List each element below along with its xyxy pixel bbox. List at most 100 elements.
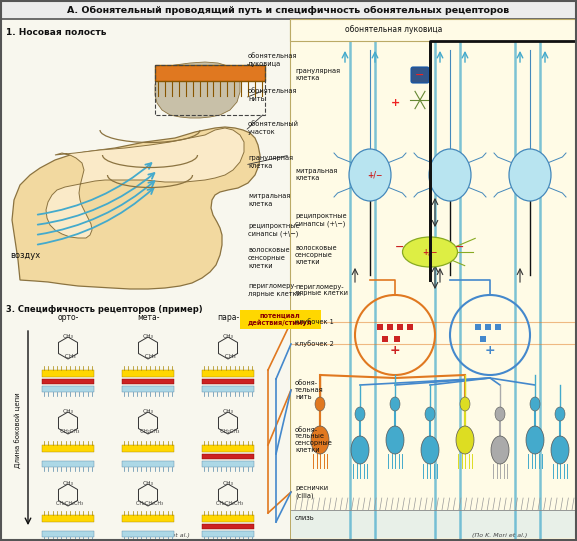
- Text: обоня-
тельная
нить: обоня- тельная нить: [295, 380, 324, 400]
- Text: CH₃: CH₃: [220, 354, 235, 359]
- Text: CH₂CH₃: CH₂CH₃: [217, 429, 239, 434]
- FancyBboxPatch shape: [475, 324, 481, 330]
- Text: реципроктные
синапсы (+\−): реципроктные синапсы (+\−): [248, 223, 299, 237]
- FancyBboxPatch shape: [480, 336, 486, 342]
- FancyBboxPatch shape: [122, 379, 174, 384]
- Text: CH₃: CH₃: [223, 481, 234, 486]
- Ellipse shape: [421, 436, 439, 464]
- Text: (По K. Mori et al.): (По K. Mori et al.): [473, 532, 528, 538]
- FancyBboxPatch shape: [122, 386, 174, 392]
- Text: реципроктные
синапсы (+\−): реципроктные синапсы (+\−): [295, 213, 347, 227]
- Text: мета-: мета-: [137, 313, 159, 322]
- Text: орто-: орто-: [57, 313, 78, 322]
- Text: воздух: воздух: [10, 250, 40, 260]
- Ellipse shape: [403, 237, 458, 267]
- Text: обоня-
тельные
сенсорные
клетки: обоня- тельные сенсорные клетки: [295, 426, 333, 453]
- FancyBboxPatch shape: [42, 461, 94, 467]
- FancyBboxPatch shape: [1, 19, 290, 299]
- FancyBboxPatch shape: [42, 386, 94, 392]
- Text: CH₂CH₃: CH₂CH₃: [137, 429, 159, 434]
- FancyBboxPatch shape: [202, 445, 254, 452]
- FancyBboxPatch shape: [42, 379, 94, 384]
- Text: +: +: [391, 98, 400, 108]
- Text: перигломеру-
лярные клетки: перигломеру- лярные клетки: [295, 283, 348, 296]
- Text: −: −: [455, 242, 464, 252]
- Text: обонятельная луковица: обонятельная луковица: [345, 25, 443, 35]
- Ellipse shape: [456, 426, 474, 454]
- Ellipse shape: [555, 407, 565, 421]
- FancyBboxPatch shape: [202, 379, 254, 384]
- Text: обонятельная
луковица: обонятельная луковица: [248, 53, 298, 67]
- Text: CH₃: CH₃: [143, 481, 153, 486]
- FancyBboxPatch shape: [122, 531, 174, 537]
- Ellipse shape: [349, 149, 391, 201]
- Ellipse shape: [509, 149, 551, 201]
- Text: 3. Специфичность рецепторов (пример): 3. Специфичность рецепторов (пример): [6, 305, 203, 314]
- FancyBboxPatch shape: [394, 336, 400, 342]
- Text: CH₂CH₂CH₃: CH₂CH₂CH₃: [213, 501, 243, 506]
- FancyBboxPatch shape: [387, 324, 393, 330]
- Text: А. Обонятельный проводящий путь и специфичность обонятельных рецепторов: А. Обонятельный проводящий путь и специф…: [67, 5, 509, 15]
- FancyBboxPatch shape: [42, 515, 94, 522]
- Ellipse shape: [551, 436, 569, 464]
- Text: CH₃: CH₃: [143, 334, 153, 339]
- Text: гранулярная
клетка: гранулярная клетка: [248, 155, 293, 169]
- Ellipse shape: [390, 397, 400, 411]
- Text: слизь: слизь: [295, 515, 314, 521]
- FancyBboxPatch shape: [42, 445, 94, 452]
- Polygon shape: [46, 128, 244, 238]
- Text: CH₃: CH₃: [62, 334, 73, 339]
- Ellipse shape: [386, 426, 404, 454]
- FancyBboxPatch shape: [407, 324, 413, 330]
- FancyBboxPatch shape: [1, 1, 576, 19]
- Ellipse shape: [429, 149, 471, 201]
- FancyBboxPatch shape: [290, 19, 576, 539]
- Ellipse shape: [495, 407, 505, 421]
- Text: потенциал
действия/стимул: потенциал действия/стимул: [248, 312, 312, 326]
- Text: 1. Носовая полость: 1. Носовая полость: [6, 28, 107, 37]
- Text: +/−: +/−: [368, 170, 383, 180]
- FancyBboxPatch shape: [202, 386, 254, 392]
- Text: обонятельная
нить: обонятельная нить: [248, 88, 298, 102]
- Text: митральная
клетка: митральная клетка: [248, 193, 290, 207]
- FancyBboxPatch shape: [202, 515, 254, 522]
- FancyBboxPatch shape: [291, 510, 575, 538]
- Polygon shape: [155, 62, 240, 118]
- Text: реснички
(cilia): реснички (cilia): [295, 485, 328, 499]
- Text: CH₃: CH₃: [61, 354, 76, 359]
- Ellipse shape: [355, 407, 365, 421]
- Text: CH₃: CH₃: [223, 409, 234, 414]
- Ellipse shape: [526, 426, 544, 454]
- FancyBboxPatch shape: [411, 67, 429, 83]
- Text: −: −: [415, 70, 425, 80]
- FancyBboxPatch shape: [239, 309, 320, 328]
- FancyBboxPatch shape: [290, 19, 576, 41]
- Text: CH₃: CH₃: [143, 409, 153, 414]
- Text: CH₃: CH₃: [62, 481, 73, 486]
- Ellipse shape: [311, 426, 329, 454]
- Text: гранулярная
клетка: гранулярная клетка: [295, 69, 340, 82]
- FancyBboxPatch shape: [202, 461, 254, 467]
- Text: Длина боковой цепи: Длина боковой цепи: [14, 392, 21, 468]
- Text: волосковые
сенсорные
клетки: волосковые сенсорные клетки: [248, 247, 290, 268]
- FancyBboxPatch shape: [122, 370, 174, 377]
- FancyBboxPatch shape: [382, 336, 388, 342]
- Text: 2. Обонятельный проводящий путь: 2. Обонятельный проводящий путь: [295, 28, 481, 37]
- Ellipse shape: [491, 436, 509, 464]
- Text: CH₂CH₂CH₃: CH₂CH₂CH₃: [133, 501, 163, 506]
- Text: обонятельный
участок: обонятельный участок: [248, 121, 299, 135]
- Text: CH₃: CH₃: [141, 354, 155, 359]
- Text: CH₂CH₂CH₃: CH₂CH₂CH₃: [53, 501, 83, 506]
- Text: перигломеру-
лярные клетки: перигломеру- лярные клетки: [248, 283, 301, 297]
- FancyBboxPatch shape: [42, 370, 94, 377]
- Ellipse shape: [460, 397, 470, 411]
- Text: клубочек 1: клубочек 1: [295, 319, 334, 326]
- FancyBboxPatch shape: [122, 445, 174, 452]
- Text: волосковые
сенсорные
клетки: волосковые сенсорные клетки: [295, 245, 336, 265]
- Text: клубочек 2: клубочек 2: [295, 341, 334, 347]
- FancyBboxPatch shape: [377, 324, 383, 330]
- FancyBboxPatch shape: [1, 299, 290, 539]
- Text: CH₃: CH₃: [223, 334, 234, 339]
- Text: митральная
клетка: митральная клетка: [295, 168, 338, 181]
- Ellipse shape: [315, 397, 325, 411]
